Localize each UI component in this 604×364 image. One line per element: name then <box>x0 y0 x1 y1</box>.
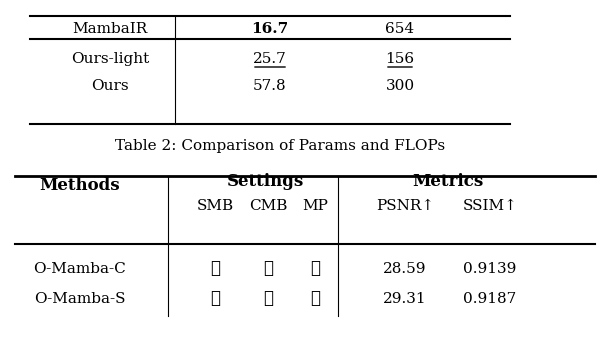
Text: O-Mamba-C: O-Mamba-C <box>34 262 126 276</box>
Text: 28.59: 28.59 <box>384 262 427 276</box>
Text: 0.9187: 0.9187 <box>463 292 516 306</box>
Text: ✗: ✗ <box>210 261 220 277</box>
Text: 0.9139: 0.9139 <box>463 262 516 276</box>
Text: ✓: ✓ <box>310 290 320 308</box>
Text: Methods: Methods <box>40 178 120 194</box>
Text: Ours: Ours <box>91 79 129 93</box>
Text: Ours-light: Ours-light <box>71 52 149 66</box>
Text: 16.7: 16.7 <box>251 22 289 36</box>
Text: 57.8: 57.8 <box>253 79 287 93</box>
Text: 156: 156 <box>385 52 414 66</box>
Text: ✗: ✗ <box>263 290 273 308</box>
Text: O-Mamba-S: O-Mamba-S <box>34 292 126 306</box>
Text: 29.31: 29.31 <box>383 292 427 306</box>
Text: Metrics: Metrics <box>412 173 483 190</box>
Text: SSIM↑: SSIM↑ <box>463 199 518 213</box>
Text: CMB: CMB <box>249 199 287 213</box>
Text: Table 2: Comparison of Params and FLOPs: Table 2: Comparison of Params and FLOPs <box>115 139 445 153</box>
Text: Settings: Settings <box>227 173 304 190</box>
Text: ✓: ✓ <box>210 290 220 308</box>
Text: PSNR↑: PSNR↑ <box>376 199 434 213</box>
Text: 300: 300 <box>385 79 414 93</box>
Text: SMB: SMB <box>196 199 234 213</box>
Text: 654: 654 <box>385 22 414 36</box>
Text: ✓: ✓ <box>263 261 273 277</box>
Text: 25.7: 25.7 <box>253 52 287 66</box>
Text: MP: MP <box>302 199 328 213</box>
Text: MambaIR: MambaIR <box>72 22 147 36</box>
Text: ✓: ✓ <box>310 261 320 277</box>
